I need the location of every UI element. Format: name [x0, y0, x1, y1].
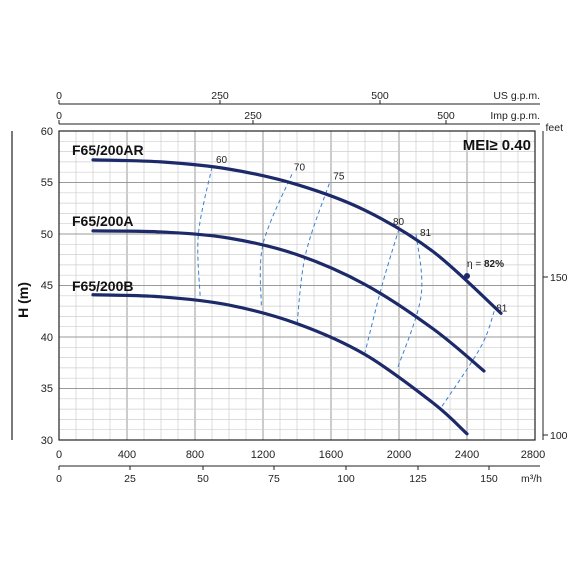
x-tick-1600: 1600 — [319, 449, 343, 461]
series-label-f65-200ar: F65/200AR — [72, 142, 144, 158]
series-label-f65-200a: F65/200A — [72, 213, 133, 229]
feet-tick-100: 100 — [550, 430, 568, 442]
eta-label: η = 82% — [467, 259, 504, 270]
m3h-ticks: 0 25 50 75 100 125 150 m³/h — [56, 466, 542, 485]
us-gpm-tick-0: 0 — [56, 90, 62, 102]
mei-annotation: MEI≥ 0.40 — [463, 137, 531, 154]
efficiency-line — [296, 183, 330, 325]
x-tick-800: 800 — [186, 449, 204, 461]
x-tick-400: 400 — [118, 449, 136, 461]
x-tick-2400: 2400 — [455, 449, 479, 461]
us-gpm-tick-500: 500 — [371, 90, 389, 102]
x-tick-1200: 1200 — [251, 449, 275, 461]
x-tick-0: 0 — [56, 449, 62, 461]
eta-value: 82% — [484, 259, 504, 270]
series-label-f65-200b: F65/200B — [72, 278, 133, 294]
efficiency-line-label: 70 — [294, 162, 306, 173]
efficiency-lines: 60 70 75 80 81 81 — [197, 155, 508, 408]
y-tick-45: 45 — [41, 280, 53, 292]
series-curve — [91, 158, 503, 315]
m3h-tick-100: 100 — [337, 473, 355, 485]
y-tick-labels: 30 35 40 45 50 55 60 — [41, 126, 53, 447]
y-tick-60: 60 — [41, 126, 53, 138]
efficiency-line — [441, 311, 495, 408]
y-tick-35: 35 — [41, 383, 53, 395]
feet-ticks: feet 150 100 — [543, 122, 568, 442]
efficiency-line-label: 81 — [496, 303, 508, 314]
m3h-tick-50: 50 — [197, 473, 209, 485]
m3h-tick-125: 125 — [409, 473, 427, 485]
best-efficiency-point — [464, 273, 470, 279]
pump-curves — [91, 158, 503, 436]
imp-gpm-ticks: 0 250 500 Imp g.p.m. — [56, 110, 540, 124]
y-axis-title: H (m) — [15, 282, 31, 318]
efficiency-line-label: 81 — [420, 228, 432, 239]
y-tick-50: 50 — [41, 229, 53, 241]
efficiency-line-label: 60 — [216, 155, 228, 166]
m3h-unit-label: m³/h — [521, 473, 542, 485]
m3h-tick-75: 75 — [268, 473, 280, 485]
efficiency-line — [197, 166, 213, 296]
us-gpm-ticks: 0 250 500 US g.p.m. — [56, 90, 540, 104]
eta-prefix: η = — [467, 259, 484, 270]
series-curve — [91, 293, 469, 436]
m3h-tick-0: 0 — [56, 473, 62, 485]
efficiency-line — [259, 174, 293, 307]
y-tick-55: 55 — [41, 177, 53, 189]
imp-gpm-tick-250: 250 — [244, 110, 262, 122]
efficiency-line — [364, 228, 400, 353]
series-curve — [91, 229, 486, 373]
imp-gpm-tick-500: 500 — [437, 110, 455, 122]
us-gpm-tick-250: 250 — [211, 90, 229, 102]
y-tick-40: 40 — [41, 332, 53, 344]
efficiency-line-label: 75 — [333, 172, 345, 183]
imp-gpm-tick-0: 0 — [56, 110, 62, 122]
m3h-tick-25: 25 — [124, 473, 136, 485]
x-tick-2000: 2000 — [387, 449, 411, 461]
feet-tick-150: 150 — [550, 272, 568, 284]
x-tick-labels: 0 400 800 1200 1600 2000 2400 2800 — [56, 449, 545, 461]
efficiency-line-label: 80 — [393, 217, 405, 228]
x-tick-2800: 2800 — [521, 449, 545, 461]
feet-label: feet — [545, 122, 563, 134]
efficiency-line — [396, 233, 423, 370]
m3h-tick-150: 150 — [480, 473, 498, 485]
plot-frame — [58, 130, 536, 441]
y-tick-30: 30 — [41, 435, 53, 447]
imp-gpm-label: Imp g.p.m. — [490, 110, 540, 122]
us-gpm-label: US g.p.m. — [493, 90, 540, 102]
